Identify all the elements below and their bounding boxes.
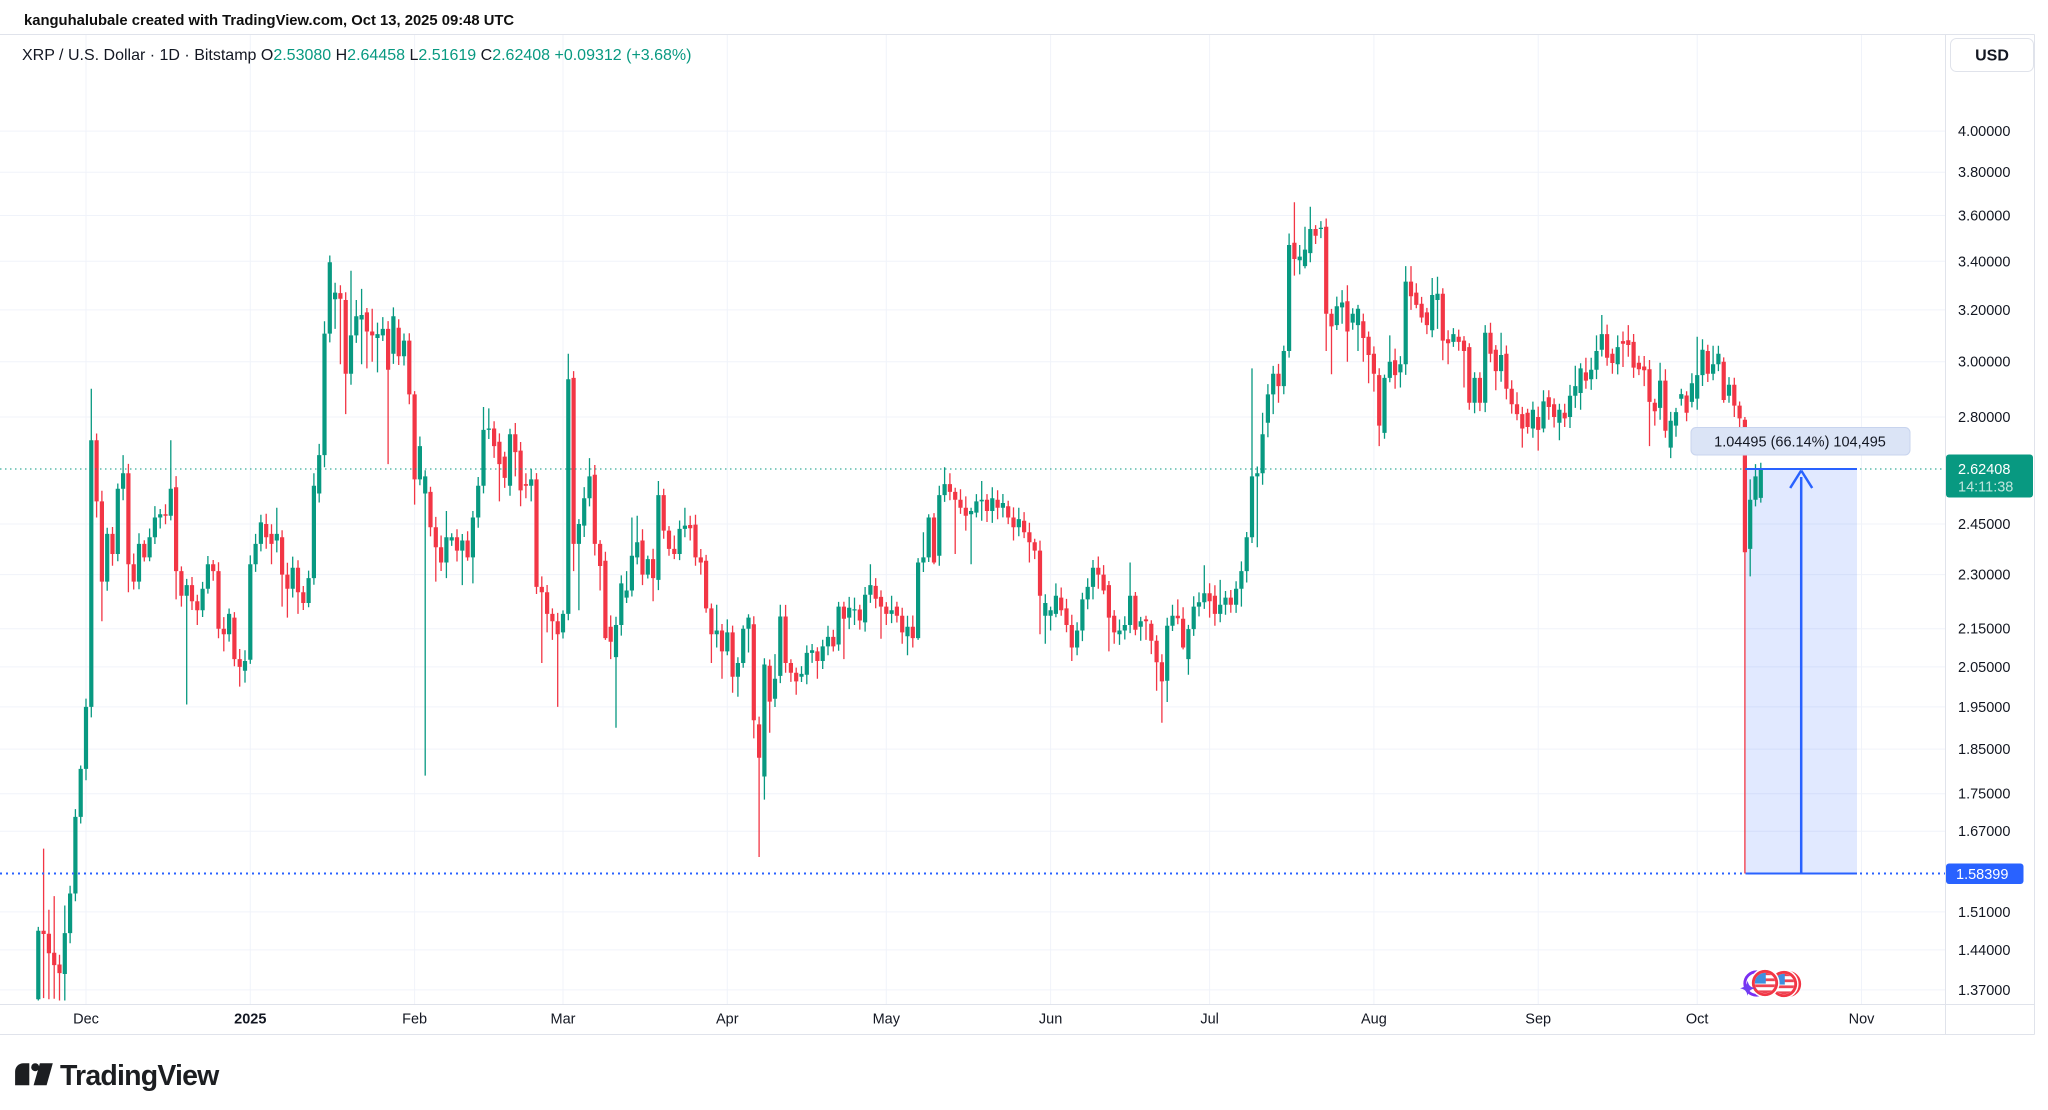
- svg-text:3.40000: 3.40000: [1958, 254, 2010, 270]
- svg-text:XRP / U.S. Dollar · 1D · Bitst: XRP / U.S. Dollar · 1D · Bitstamp O2.530…: [22, 47, 691, 64]
- svg-text:Jul: Jul: [1200, 1012, 1219, 1028]
- svg-text:2.45000: 2.45000: [1958, 517, 2010, 533]
- svg-text:Jun: Jun: [1039, 1012, 1062, 1028]
- svg-text:kanguhalubale created with Tra: kanguhalubale created with TradingView.c…: [24, 13, 514, 29]
- svg-text:14:11:38: 14:11:38: [1958, 480, 2013, 496]
- svg-text:1.95000: 1.95000: [1958, 700, 2010, 716]
- svg-text:1.85000: 1.85000: [1958, 742, 2010, 758]
- svg-text:TradingView: TradingView: [60, 1060, 220, 1092]
- svg-text:Sep: Sep: [1525, 1012, 1551, 1028]
- svg-text:Feb: Feb: [402, 1012, 427, 1028]
- svg-text:2.05000: 2.05000: [1958, 660, 2010, 676]
- svg-text:Oct: Oct: [1686, 1012, 1709, 1028]
- svg-text:3.00000: 3.00000: [1958, 355, 2010, 371]
- svg-text:Mar: Mar: [551, 1012, 576, 1028]
- svg-text:2.80000: 2.80000: [1958, 410, 2010, 426]
- svg-text:Dec: Dec: [73, 1012, 99, 1028]
- svg-text:1.51000: 1.51000: [1958, 905, 2010, 921]
- svg-text:1.75000: 1.75000: [1958, 787, 2010, 803]
- svg-text:1.58399: 1.58399: [1956, 867, 2008, 883]
- svg-text:1.04495 (66.14%) 104,495: 1.04495 (66.14%) 104,495: [1714, 435, 1886, 451]
- svg-text:USD: USD: [1975, 48, 2009, 65]
- svg-text:2.62408: 2.62408: [1958, 462, 2010, 478]
- svg-text:2.30000: 2.30000: [1958, 568, 2010, 584]
- svg-text:3.20000: 3.20000: [1958, 303, 2010, 319]
- svg-text:2025: 2025: [234, 1012, 266, 1028]
- svg-text:Aug: Aug: [1361, 1012, 1387, 1028]
- svg-text:3.80000: 3.80000: [1958, 165, 2010, 181]
- svg-text:1.44000: 1.44000: [1958, 943, 2010, 959]
- svg-text:Apr: Apr: [716, 1012, 739, 1028]
- svg-text:4.00000: 4.00000: [1958, 124, 2010, 140]
- svg-text:2.15000: 2.15000: [1958, 622, 2010, 638]
- svg-text:May: May: [873, 1012, 901, 1028]
- svg-text:Nov: Nov: [1849, 1012, 1876, 1028]
- svg-text:1.37000: 1.37000: [1958, 983, 2010, 999]
- svg-text:3.60000: 3.60000: [1958, 209, 2010, 225]
- svg-text:1.67000: 1.67000: [1958, 824, 2010, 840]
